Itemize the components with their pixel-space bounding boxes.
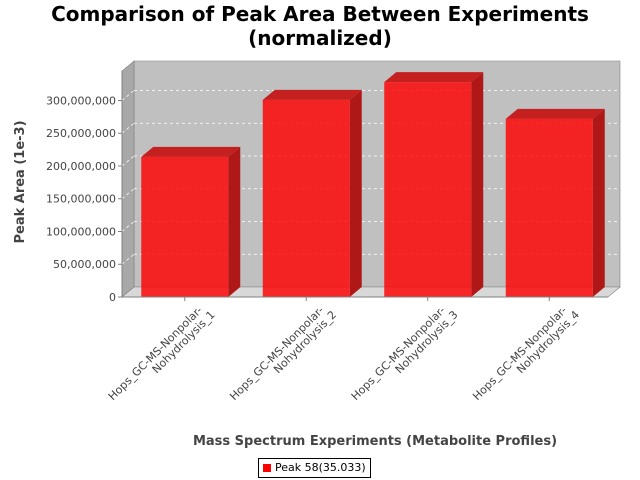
gridline-wall bbox=[121, 155, 135, 167]
bar bbox=[262, 99, 350, 298]
plot-left-wall bbox=[121, 60, 135, 298]
chart-title: Comparison of Peak Area Between Experime… bbox=[0, 2, 640, 50]
y-tick-label: 0 bbox=[109, 291, 116, 304]
legend-label: Peak 58(35.033) bbox=[275, 461, 366, 474]
y-tick-label: 200,000,000 bbox=[46, 160, 116, 173]
x-tick-label: Hops_GC-MS-Nonpolar-Nohydrolysis_1 bbox=[106, 300, 218, 412]
legend-swatch bbox=[263, 464, 271, 472]
bar bbox=[141, 156, 229, 297]
chart-title-line-1: Comparison of Peak Area Between Experime… bbox=[51, 2, 589, 26]
bar-side bbox=[592, 108, 605, 298]
gridline-wall bbox=[121, 122, 135, 134]
y-tick-label: 150,000,000 bbox=[46, 193, 116, 206]
y-tick-label: 250,000,000 bbox=[46, 127, 116, 140]
y-tick-label: 100,000,000 bbox=[46, 225, 116, 238]
x-axis-title: Mass Spectrum Experiments (Metabolite Pr… bbox=[193, 434, 557, 449]
x-tick-label: Hops_GC-MS-Nonpolar-Nohydrolysis_4 bbox=[470, 300, 582, 412]
bar-side bbox=[228, 146, 241, 297]
gridline-wall bbox=[121, 90, 135, 101]
bar bbox=[384, 82, 472, 297]
y-tick-label: 300,000,000 bbox=[46, 94, 116, 107]
bar-top bbox=[141, 146, 241, 157]
x-tick-label: Hops_GC-MS-Nonpolar-Nohydrolysis_3 bbox=[349, 300, 461, 412]
x-tick-label: Hops_GC-MS-Nonpolar-Nohydrolysis_2 bbox=[227, 300, 339, 412]
y-axis-title: Peak Area (1e-3) bbox=[13, 120, 28, 243]
bar-side bbox=[349, 89, 362, 298]
bar-top bbox=[262, 89, 362, 100]
legend: Peak 58(35.033) bbox=[258, 458, 371, 478]
y-tick-label: 50,000,000 bbox=[53, 258, 116, 271]
gridline-wall bbox=[121, 221, 135, 232]
bar-top bbox=[384, 72, 484, 83]
bar-top bbox=[505, 108, 605, 119]
bar-side bbox=[471, 72, 484, 297]
gridline-wall bbox=[121, 188, 135, 200]
gridline-wall bbox=[121, 253, 135, 265]
chart-title-line-2: (normalized) bbox=[248, 26, 392, 50]
bar bbox=[505, 118, 593, 298]
